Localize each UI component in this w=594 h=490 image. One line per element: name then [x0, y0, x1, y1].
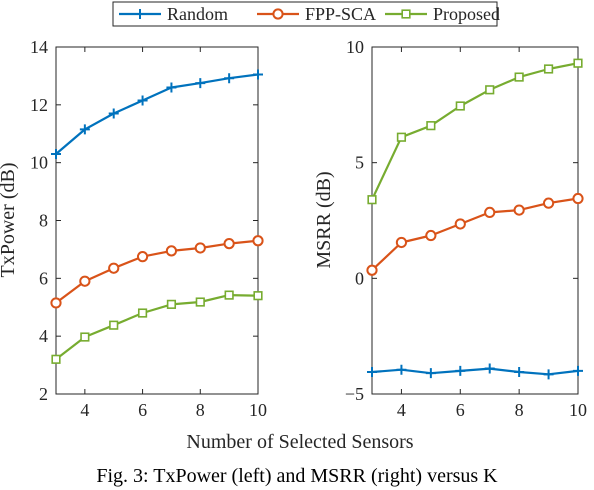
msrr-y-axis-label: MSRR (dB) [313, 171, 335, 268]
txpower-y-axis-label: TxPower (dB) [0, 163, 19, 278]
txpower-series-random-point [51, 148, 61, 159]
msrr-series-random-point [573, 365, 583, 376]
msrr-x-tick-label: 6 [456, 400, 465, 420]
legend-box [112, 1, 498, 27]
txpower-y-tick-label: 14 [30, 37, 48, 57]
msrr-series-fpp-sca-point [572, 192, 584, 205]
msrr-series-proposed-point [514, 72, 524, 82]
txpower-series-fpp-sca-point [79, 275, 91, 287]
txpower-series-proposed-point [137, 308, 148, 318]
msrr-series-fpp-sca-line [371, 197, 579, 272]
msrr-series-fpp-sca-point [395, 236, 408, 249]
msrr-series-random [367, 363, 583, 380]
msrr-x-tick-label: 8 [515, 400, 524, 420]
msrr-series-fpp-sca [366, 192, 584, 276]
msrr-x-tick-label: 4 [397, 400, 406, 420]
legend-label: FPP-SCA [305, 4, 376, 24]
txpower-series-random-point [79, 124, 90, 135]
txpower-series-proposed-line [55, 294, 259, 361]
txpower-series-random-point [195, 78, 206, 89]
msrr-x-tick-label: 10 [569, 400, 587, 420]
msrr-series-random-point [455, 365, 466, 376]
msrr-series-fpp-sca-point [513, 204, 525, 216]
txpower-series-proposed-point [224, 290, 234, 300]
txpower-y-tick-label: 4 [39, 326, 48, 346]
figure: Random FPP-SCA Proposed 4 6 8 10 2 4 6 8 10 12 14 TxP… [0, 1, 587, 453]
txpower-series-proposed [51, 290, 263, 364]
txpower-x-tick-label: 8 [196, 400, 205, 420]
legend-swatch-marker [401, 9, 411, 19]
txpower-series-proposed-point [51, 354, 61, 364]
msrr-series-fpp-sca-point [454, 218, 466, 230]
msrr-series-proposed-line [371, 62, 579, 201]
txpower-y-tick-label: 10 [30, 153, 48, 173]
txpower-series-fpp-sca-point [194, 242, 206, 254]
txpower-series-fpp-sca-point [252, 235, 264, 247]
msrr-series-random-point [543, 369, 554, 380]
txpower-axes-box [55, 46, 259, 395]
msrr-y-tick-label: −5 [345, 384, 364, 404]
msrr-series-proposed-point [573, 58, 583, 68]
msrr-series-fpp-sca-point [484, 206, 496, 219]
x-axis-label: Number of Selected Sensors [186, 431, 413, 453]
txpower-series-random-point [253, 69, 263, 80]
msrr-series-proposed-point [455, 101, 465, 111]
msrr-series-proposed-point [426, 121, 436, 131]
txpower-series-proposed-point [80, 332, 90, 342]
legend-swatch-marker [135, 9, 145, 19]
txpower-series-random-point [137, 95, 148, 106]
msrr-y-tick-label: 10 [346, 37, 364, 57]
msrr-series-fpp-sca-point [425, 229, 437, 242]
txpower-series-proposed-point [253, 291, 263, 301]
msrr-series-proposed-point [543, 64, 554, 74]
msrr-series-random-point [367, 367, 377, 378]
txpower-x-tick-label: 4 [80, 400, 89, 420]
txpower-series-proposed-point [109, 320, 119, 330]
txpower-y-tick-label: 2 [39, 384, 48, 404]
txpower-series-fpp-sca-point [223, 238, 235, 250]
msrr-series-fpp-sca-point [542, 197, 555, 209]
legend-label: Proposed [433, 4, 500, 24]
figure-caption: Fig. 3: TxPower (left) and MSRR (right) … [96, 465, 498, 487]
txpower-series-fpp-sca-point [108, 262, 120, 274]
txpower-series-fpp-sca-point [50, 297, 62, 309]
legend-entry-proposed: Proposed [385, 4, 500, 24]
txpower-x-tick-label: 6 [138, 400, 147, 420]
msrr-axes-box [371, 46, 579, 395]
txpower-series-random-point [108, 108, 119, 119]
msrr-y-tick-label: 0 [355, 268, 364, 288]
txpower-series-fpp-sca-point [136, 251, 149, 263]
legend-entry-random: Random [119, 4, 228, 24]
txpower-x-tick-label: 10 [249, 400, 267, 420]
legend-swatch-marker [272, 8, 284, 20]
txpower-plot: 4 6 8 10 2 4 6 8 10 12 14 TxPower (dB) [0, 37, 267, 420]
txpower-series-proposed-point [166, 299, 177, 309]
txpower-series-random-point [224, 73, 235, 84]
msrr-series-proposed-point [367, 195, 377, 205]
txpower-series-fpp-sca-point [165, 245, 178, 257]
msrr-series-proposed [367, 58, 583, 205]
txpower-y-tick-label: 8 [39, 211, 48, 231]
msrr-series-fpp-sca-point [366, 264, 378, 276]
txpower-series-random-point [166, 82, 177, 93]
legend-label: Random [167, 4, 228, 24]
txpower-y-tick-label: 6 [39, 268, 48, 288]
msrr-y-tick-label: 5 [355, 153, 364, 173]
msrr-plot: 4 6 8 10 −5 0 5 10 MSRR (dB) [313, 37, 587, 420]
msrr-series-random-point [425, 368, 436, 379]
txpower-series-fpp-sca [50, 235, 264, 309]
txpower-series-random-line [55, 73, 259, 155]
legend: Random FPP-SCA Proposed [112, 1, 500, 27]
msrr-series-random-point [396, 364, 407, 375]
msrr-series-proposed-point [396, 132, 407, 142]
msrr-series-random-point [484, 363, 495, 374]
txpower-series-random [51, 69, 263, 159]
legend-entry-fpp-sca: FPP-SCA [257, 4, 376, 24]
msrr-series-random-point [514, 367, 525, 378]
txpower-series-proposed-point [195, 297, 205, 307]
msrr-series-proposed-point [485, 85, 495, 95]
txpower-y-tick-label: 12 [30, 95, 48, 115]
